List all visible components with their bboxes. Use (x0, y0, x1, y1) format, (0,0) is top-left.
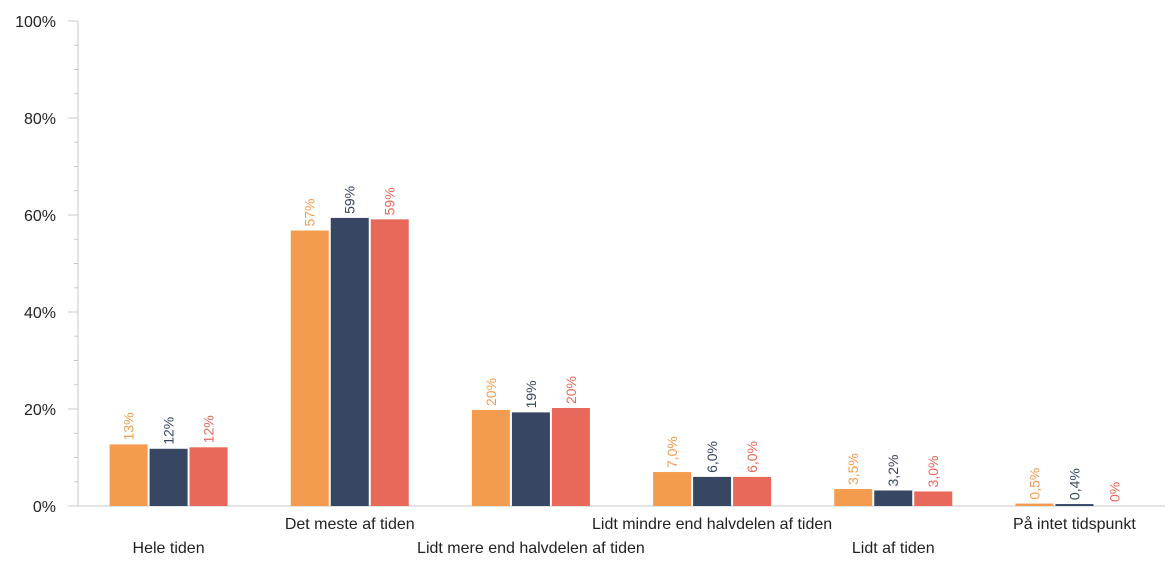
bar (471, 409, 510, 506)
bar (693, 476, 732, 506)
x-axis-category-label: Hele tiden (133, 540, 205, 556)
bar-value-label: 7,0% (664, 436, 680, 468)
bar-value-label: 6,0% (744, 441, 760, 473)
y-axis-tick-label: 20% (24, 402, 56, 419)
bar-value-label: 3,5% (845, 453, 861, 485)
bar (189, 447, 228, 506)
y-axis-tick-label: 100% (15, 14, 56, 31)
bar-value-label: 6,0% (704, 441, 720, 473)
bar-value-label: 20% (483, 378, 499, 406)
data-labels: 13% 12% 12% 57% 59% 59% 20% 19% 20% 7,0% 6,0% 6,0% 3… (121, 186, 1123, 502)
bar-value-label: 0% (1106, 482, 1122, 502)
bar-value-label: 19% (523, 380, 539, 408)
bar (290, 230, 329, 506)
y-axis-tick-label: 60% (24, 208, 56, 225)
bar-value-label: 12% (161, 417, 177, 445)
bar (914, 491, 953, 506)
bar-value-label: 20% (563, 376, 579, 404)
x-axis-category-label: Lidt mere end halvdelen af tiden (417, 540, 645, 556)
x-axis-category-label: Det meste af tiden (285, 516, 415, 533)
x-axis-category-label: Lidt mindre end halvdelen af tiden (592, 516, 832, 533)
bar (551, 408, 590, 506)
bar (1015, 503, 1054, 506)
bar (109, 444, 148, 506)
bar-value-label: 59% (382, 187, 398, 215)
bar-value-label: 0,4% (1066, 468, 1082, 500)
x-axis-category-label: På intet tidspunkt (1013, 515, 1136, 533)
y-axis-tick-label: 80% (24, 111, 56, 128)
bar (370, 219, 409, 507)
bars (109, 217, 1094, 507)
bar-value-label: 3,0% (925, 456, 941, 488)
bar-value-label: 13% (121, 412, 137, 440)
bar (834, 489, 873, 506)
y-axis-tick-label: 0% (33, 499, 56, 516)
bar-value-label: 0,5% (1026, 468, 1042, 500)
axes: 0% 20% 40% 60% 80% 100% (15, 14, 1165, 516)
bar (1055, 504, 1094, 506)
bar (874, 490, 913, 506)
bar (330, 217, 369, 506)
x-axis-category-label: Lidt af tiden (852, 540, 935, 556)
bar (149, 448, 188, 506)
bar-value-label: 12% (201, 415, 217, 443)
bar-value-label: 3,2% (885, 455, 901, 487)
bar (511, 412, 550, 506)
bar-value-label: 59% (342, 186, 358, 214)
bar-value-label: 57% (302, 198, 318, 226)
bar (653, 472, 692, 506)
y-axis-tick-label: 40% (24, 305, 56, 322)
bar (733, 476, 772, 506)
